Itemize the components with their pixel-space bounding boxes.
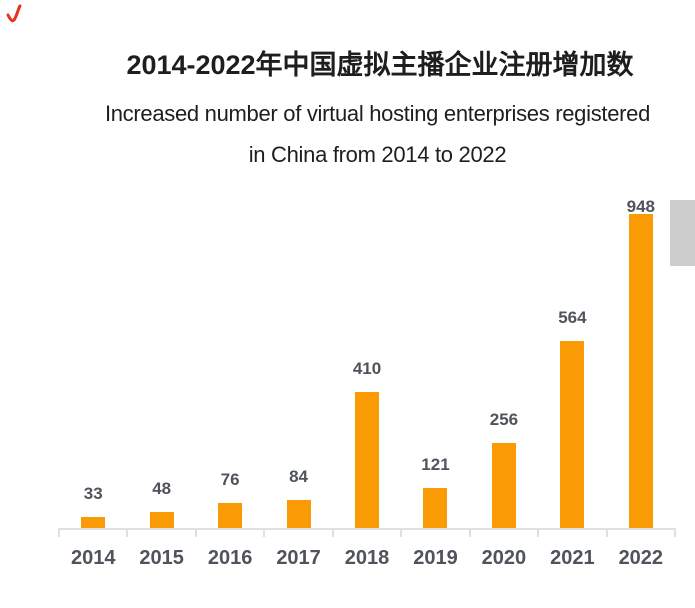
x-axis-label-2019: 2019 <box>413 547 458 569</box>
bar-value-label-2019: 121 <box>421 455 450 474</box>
bar-2018 <box>355 392 380 528</box>
bar-2014 <box>81 517 106 528</box>
red-pen-mark <box>6 4 22 23</box>
bar-value-label-2020: 256 <box>489 410 519 429</box>
bar-value-label-2017: 84 <box>289 467 309 486</box>
chart-title: 2014-2022年中国虚拟主播企业注册增加数 <box>126 50 634 80</box>
x-axis-label-2018: 2018 <box>344 547 390 569</box>
x-axis-label-2015: 2015 <box>139 547 184 569</box>
x-axis-tick <box>400 528 403 537</box>
x-axis-label-2021: 2021 <box>550 547 595 569</box>
x-axis-label-2022: 2022 <box>618 547 664 569</box>
x-axis-line <box>59 528 676 530</box>
x-axis-label-2016: 2016 <box>207 547 253 569</box>
x-axis-tick <box>263 528 266 537</box>
x-axis-label-2017: 2017 <box>276 547 321 569</box>
bar-value-label-2018: 410 <box>352 359 382 378</box>
scrollbar-thumb[interactable] <box>670 200 695 266</box>
x-axis-tick <box>126 528 129 537</box>
bar-2016 <box>218 503 243 528</box>
chart-subtitle-line2: in China from 2014 to 2022 <box>248 142 507 167</box>
x-axis-tick <box>674 528 677 537</box>
x-axis-label-2020: 2020 <box>481 547 527 569</box>
bar-value-label-2015: 48 <box>152 479 172 498</box>
bar-2022 <box>628 214 653 528</box>
x-axis-tick <box>468 528 471 537</box>
bar-value-label-2022: 948 <box>626 197 655 216</box>
bar-2020 <box>491 443 516 528</box>
x-axis-tick <box>331 528 334 537</box>
bar-2015 <box>149 512 174 528</box>
chart-subtitle-line1: Increased number of virtual hosting ente… <box>104 101 651 126</box>
x-axis-label-2014: 2014 <box>70 547 116 569</box>
bar-2017 <box>286 500 311 528</box>
x-axis-tick <box>58 528 60 537</box>
x-axis-tick <box>605 528 608 537</box>
chart-subtitle: Increased number of virtual hosting ente… <box>60 93 695 175</box>
bar-2019 <box>423 488 448 528</box>
bar-value-label-2014: 33 <box>83 484 103 503</box>
bar-value-label-2021: 564 <box>558 308 587 327</box>
x-axis-tick <box>537 528 540 537</box>
x-axis-tick <box>194 528 197 537</box>
bar-value-label-2016: 76 <box>220 470 240 489</box>
bar-2021 <box>560 341 585 528</box>
